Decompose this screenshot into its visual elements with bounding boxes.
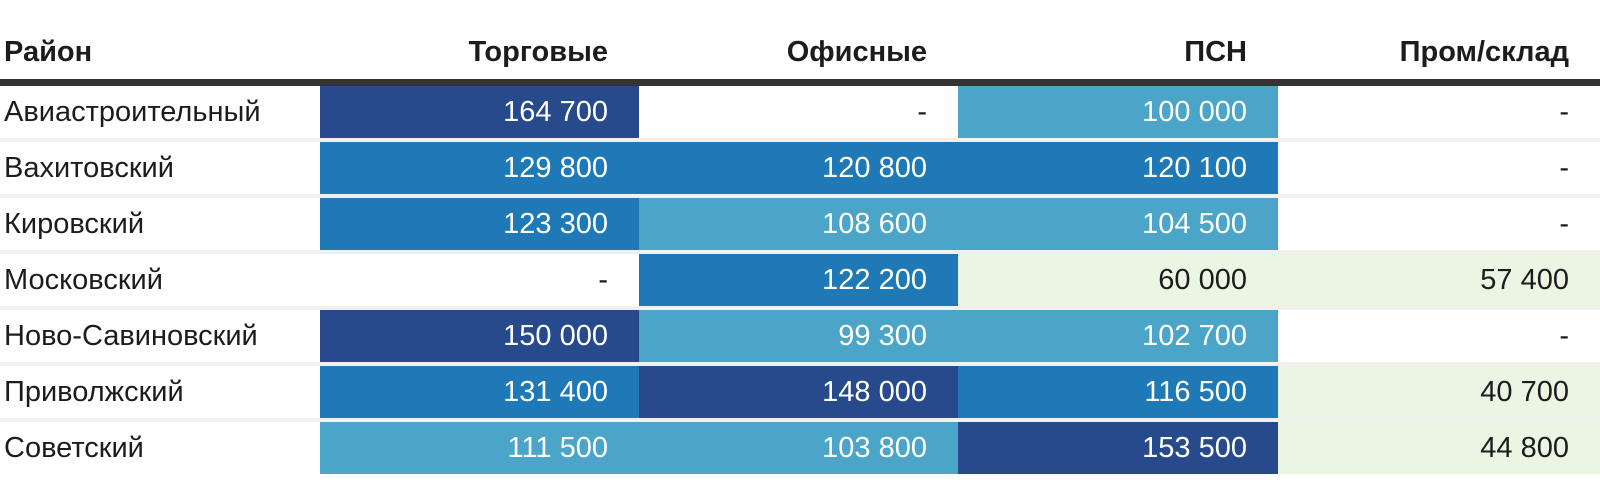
table-cell: 153 500 [958, 422, 1278, 474]
column-header-industrial: Пром/склад [1399, 36, 1569, 68]
table-cell: 103 800 [639, 422, 958, 474]
table-cell: 122 200 [639, 254, 958, 306]
district-label: Кировский [0, 198, 320, 250]
district-label: Советский [0, 422, 320, 474]
table-cell: - [1559, 207, 1569, 240]
table-row: Приволжский 131 400 148 000 116 500 40 700 [0, 366, 1600, 422]
price-heatmap-table: Район Торговые Офисные ПСН Пром/склад Авиаст… [0, 0, 1600, 474]
column-header-office: Офисные [786, 36, 927, 68]
table-cell: 129 800 [320, 142, 639, 194]
table-cell: 100 000 [958, 86, 1278, 138]
table-cell: - [598, 263, 608, 296]
district-label: Приволжский [0, 366, 320, 418]
table-cell: 148 000 [639, 366, 958, 418]
table-cell: 131 400 [320, 366, 639, 418]
table-cell: 57 400 [1278, 254, 1600, 306]
table-cell: - [917, 95, 927, 128]
table-cell: - [1559, 151, 1569, 184]
table-cell: 116 500 [958, 366, 1278, 418]
table-row: Вахитовский 129 800 120 800 120 100 - [0, 142, 1600, 198]
table-cell: 120 100 [958, 142, 1278, 194]
district-label: Авиастроительный [0, 86, 320, 138]
header-rule [0, 79, 1600, 86]
column-header-psn: ПСН [1184, 36, 1247, 68]
table-row: Кировский 123 300 108 600 104 500 - [0, 198, 1600, 254]
column-header-district: Район [4, 36, 93, 68]
table-cell: 102 700 [958, 310, 1278, 362]
table-cell: 60 000 [958, 254, 1278, 306]
table-cell: - [1559, 95, 1569, 128]
district-label: Ново-Савиновский [0, 310, 320, 362]
table-cell: 40 700 [1278, 366, 1600, 418]
table-cell: 123 300 [320, 198, 639, 250]
table-body: Авиастроительный 164 700-100 000- Вахитовс… [0, 86, 1600, 474]
table-cell: - [1559, 319, 1569, 352]
column-header-retail: Торговые [468, 36, 608, 68]
district-label: Вахитовский [0, 142, 320, 194]
table-cell: 111 500 [320, 422, 639, 474]
table-cell: 108 600 [639, 198, 958, 250]
table-cell: 164 700 [320, 86, 639, 138]
table-cell: 44 800 [1278, 422, 1600, 474]
table-row: Ново-Савиновский 150 000 99 300 102 700 - [0, 310, 1600, 366]
table-row: Московский -122 200 60 000 57 400 [0, 254, 1600, 310]
district-label: Московский [0, 254, 320, 306]
table-row: Советский 111 500 103 800 153 500 44 800 [0, 422, 1600, 474]
table-cell: 99 300 [639, 310, 958, 362]
table-row: Авиастроительный 164 700-100 000- [0, 86, 1600, 142]
table-cell: 150 000 [320, 310, 639, 362]
table-cell: 120 800 [639, 142, 958, 194]
table-cell: 104 500 [958, 198, 1278, 250]
table-header-row: Район Торговые Офисные ПСН Пром/склад [0, 0, 1600, 79]
